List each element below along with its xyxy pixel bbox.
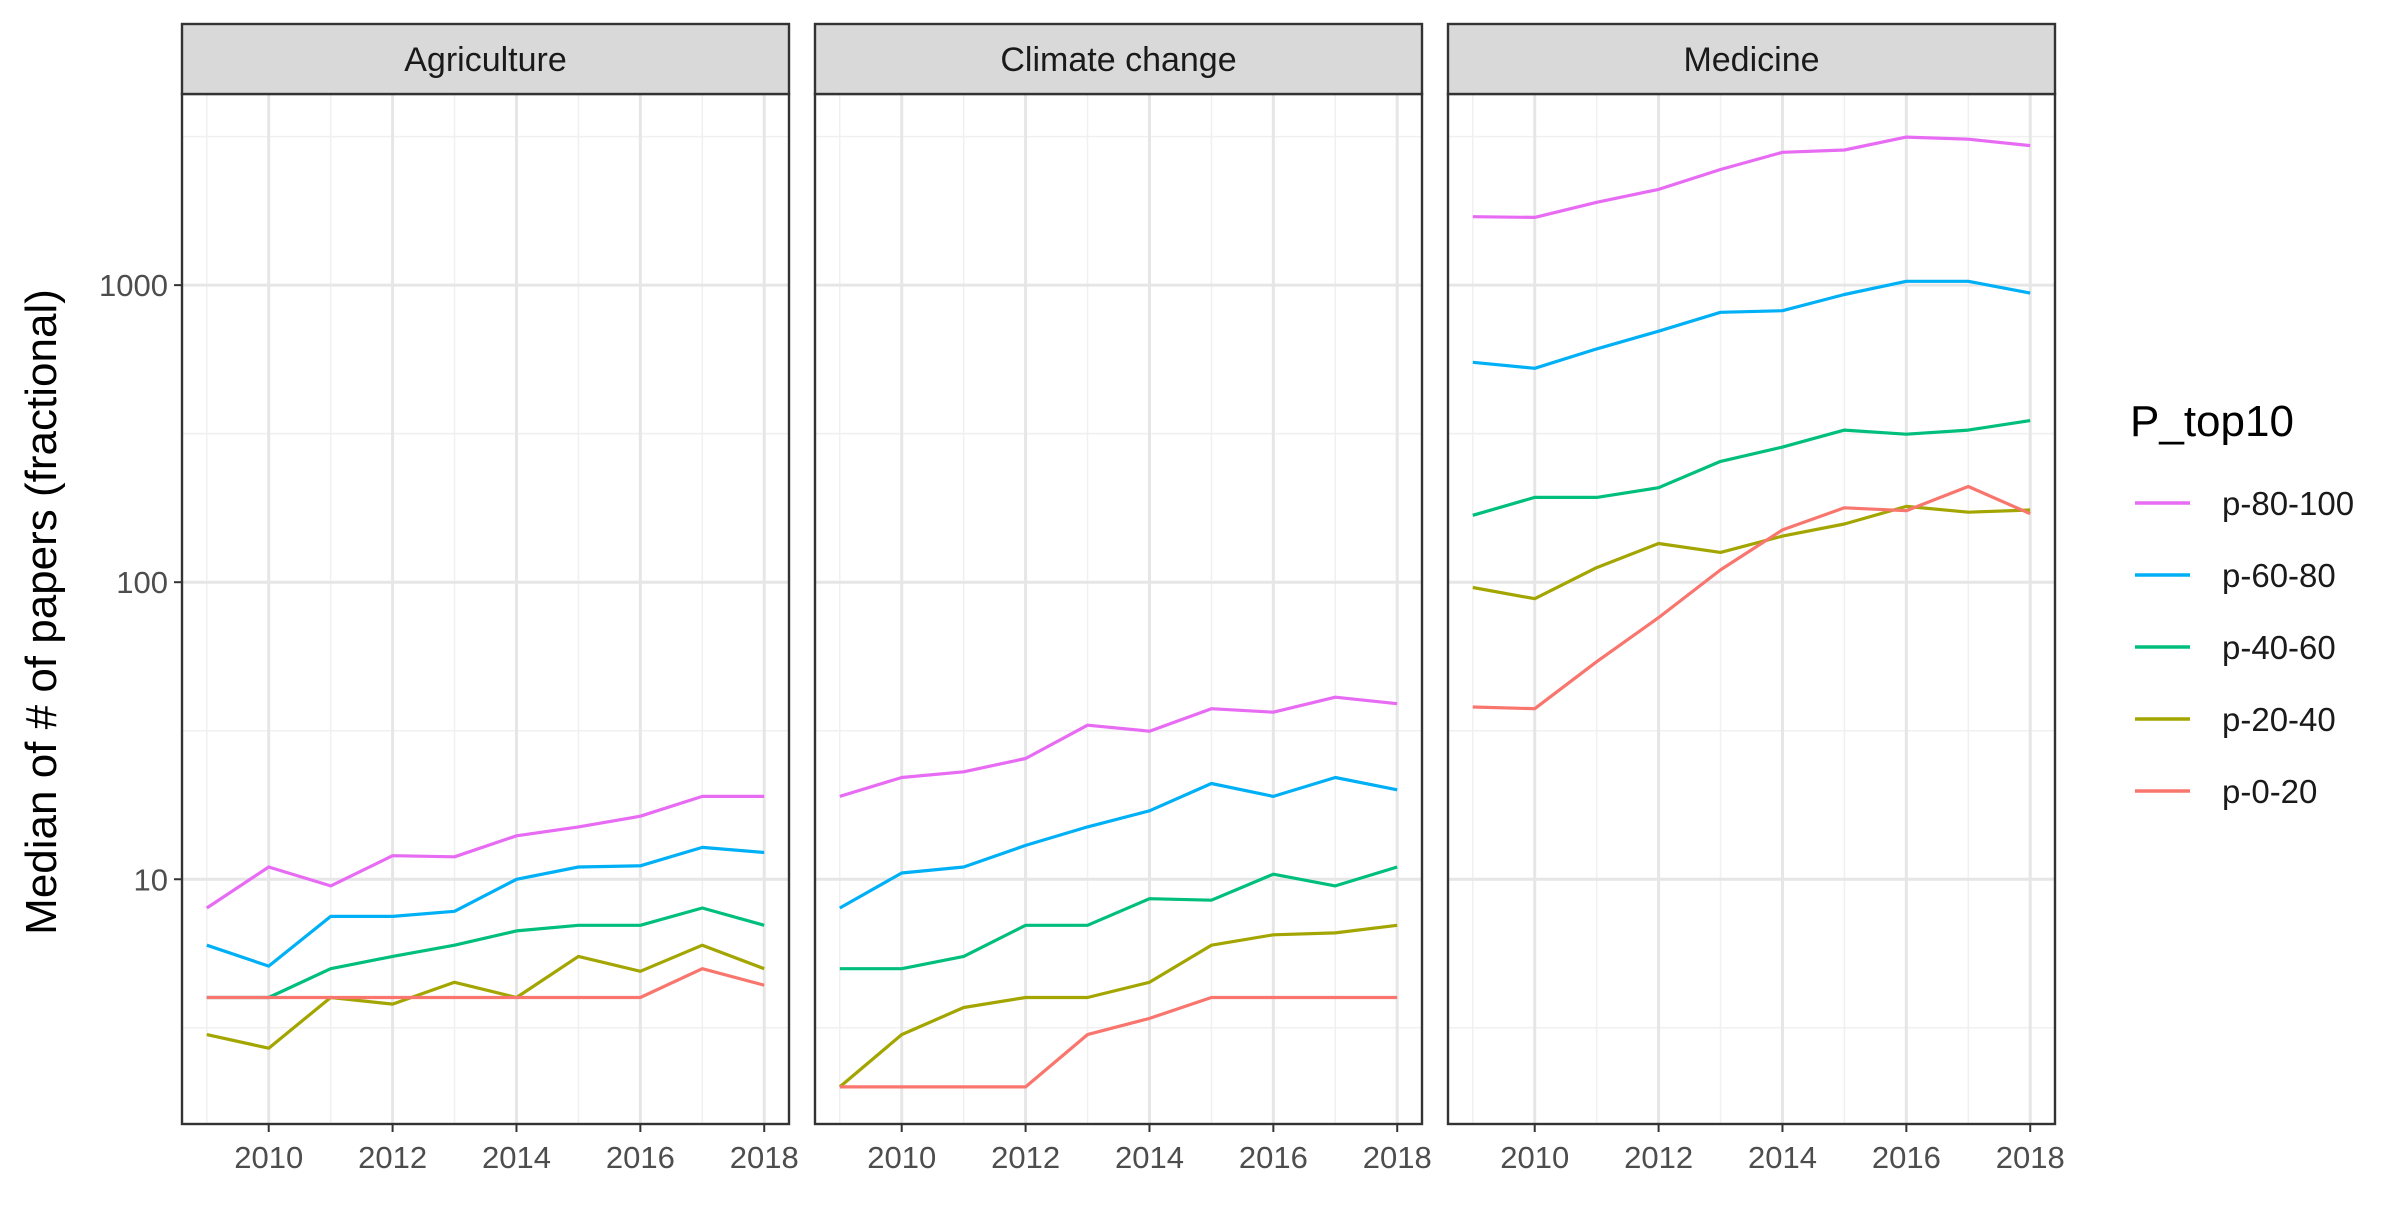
series-line-p-40-60 [839,865,1398,971]
y-tick-label: 10 [134,862,168,897]
series-line-p-0-20 [839,995,1398,1089]
facet-strip [813,22,1424,96]
y-tick-label: 100 [116,565,168,600]
x-tick-label: 2016 [1239,1140,1308,1175]
series-line-p-20-40 [206,943,765,1050]
series-line-p-60-80 [1472,279,2031,370]
series-line-p-80-100 [205,794,765,910]
facet-strip-label: Agriculture [404,41,567,79]
series-line-p-80-100 [839,695,1398,798]
series-line-p-40-60 [206,906,765,1000]
legend-label: p-80-100 [2222,485,2354,522]
legend-item-p-20-40: p-20-40 [2135,701,2336,738]
series-line-p-60-80 [839,775,1398,910]
panel-background [1448,94,2055,1124]
facet-panel-climate-change: Climate change 2010 2012 2014 2016 2018 [813,22,1432,1175]
x-tick-label: 2010 [1500,1140,1569,1175]
panel-background [815,94,1422,1124]
x-tick-label: 2010 [234,1140,303,1175]
x-tick-label: 2014 [482,1140,551,1175]
x-tick-label: 2012 [991,1140,1060,1175]
x-tick-label: 2018 [1996,1140,2065,1175]
facet-strip-label: Climate change [1000,41,1236,79]
series-line-p-60-80 [206,845,765,968]
legend-item-p-60-80: p-60-80 [2135,557,2336,594]
series-line-p-80-100 [1472,135,2031,219]
legend-label: p-40-60 [2222,629,2336,666]
y-axis-title: Median of # of papers (fractional) [17,289,66,935]
x-tick-label: 2014 [1115,1140,1184,1175]
x-tick-label: 2010 [867,1140,936,1175]
x-tick-label: 2012 [358,1140,427,1175]
x-tick-label: 2016 [606,1140,675,1175]
legend-item-p-0-20: p-0-20 [2135,773,2317,810]
legend-item-p-80-100: p-80-100 [2135,485,2354,522]
y-tick-label: 1000 [99,268,168,303]
series-line-p-20-40 [1472,504,2031,601]
legend-label: p-0-20 [2222,773,2317,810]
series-line-p-0-20 [206,967,765,1000]
facet-strip [180,22,791,96]
x-tick-label: 2018 [730,1140,799,1175]
x-tick-label: 2016 [1872,1140,1941,1175]
legend: p-80-100 p-60-80 p-40-60 p-20-40 p-0-20 [2135,485,2354,810]
legend-title: P_top10 [2130,397,2294,446]
facet-strip-label: Medicine [1683,41,1819,79]
legend-label: p-20-40 [2222,701,2336,738]
facet-strip [1446,22,2057,96]
facet-panel-agriculture: Agriculture 2010 2012 2014 2016 2018 [180,22,799,1175]
x-tick-label: 2012 [1624,1140,1693,1175]
x-tick-label: 2018 [1363,1140,1432,1175]
series-line-p-20-40 [838,923,1398,1089]
series-line-p-40-60 [1472,419,2031,517]
legend-item-p-40-60: p-40-60 [2135,629,2336,666]
x-tick-label: 2014 [1748,1140,1817,1175]
legend-label: p-60-80 [2222,557,2336,594]
facet-panel-medicine: Medicine 2010 2012 2014 2016 2018 [1446,22,2065,1175]
series-line-p-0-20 [1472,484,2031,711]
